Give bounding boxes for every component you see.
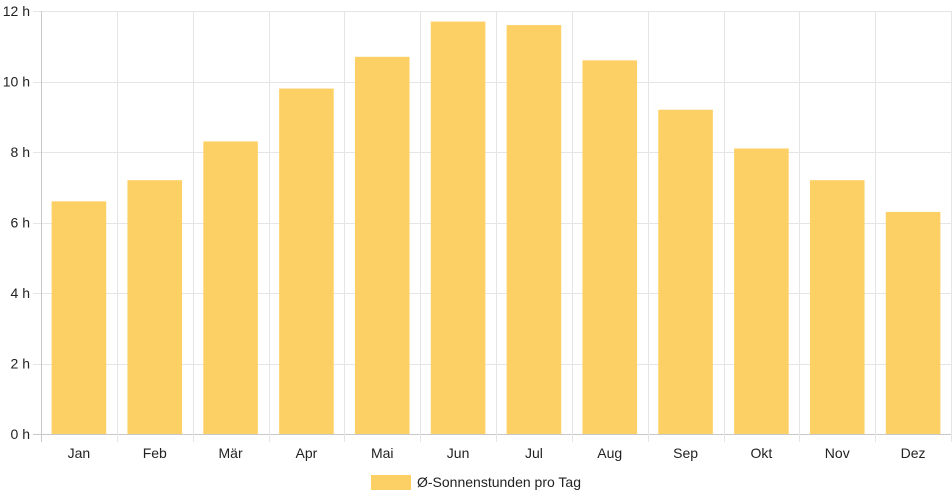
bar-mai (354, 56, 410, 434)
bar-apr (279, 88, 334, 435)
axes: 0 h 2 h 4 h 6 h 8 h 10 h 12 h Jan Feb Mär Apr Mai Ju… (3, 3, 926, 461)
x-tick-label: Mai (371, 445, 394, 461)
x-tick-label: Dez (901, 445, 926, 461)
y-tick-label: 0 h (11, 426, 30, 442)
x-tick-label: Sep (673, 445, 698, 461)
bars (51, 21, 941, 435)
x-tick-label: Jan (68, 445, 91, 461)
x-tick-label: Feb (143, 445, 167, 461)
x-tick-label: Jul (525, 445, 543, 461)
x-tick-label: Aug (597, 445, 622, 461)
legend-swatch (371, 475, 411, 490)
y-tick-label: 6 h (11, 215, 30, 231)
y-tick-label: 10 h (3, 74, 30, 90)
x-tick-label: Jun (447, 445, 470, 461)
legend-label: Ø-Sonnenstunden pro Tag (417, 474, 581, 490)
x-tick-label: Apr (296, 445, 318, 461)
bar-feb (127, 180, 183, 434)
y-tick-label: 12 h (3, 3, 30, 19)
legend[interactable]: Ø-Sonnenstunden pro Tag (371, 474, 581, 490)
bar-jan (51, 201, 107, 434)
bar-aug (582, 60, 638, 434)
bar-mär (203, 141, 258, 435)
bar-nov (809, 180, 865, 434)
bar-jul (506, 25, 562, 434)
x-tick-label: Mär (219, 445, 243, 461)
bar-okt (734, 148, 789, 434)
x-tick-label: Okt (751, 445, 773, 461)
bar-dez (885, 211, 941, 434)
bar-sep (658, 109, 713, 434)
grid (33, 11, 952, 442)
x-tick-label: Nov (825, 445, 850, 461)
bar-jun (430, 21, 486, 434)
y-tick-label: 4 h (11, 285, 30, 301)
y-tick-label: 8 h (11, 144, 30, 160)
y-tick-label: 2 h (11, 356, 30, 372)
